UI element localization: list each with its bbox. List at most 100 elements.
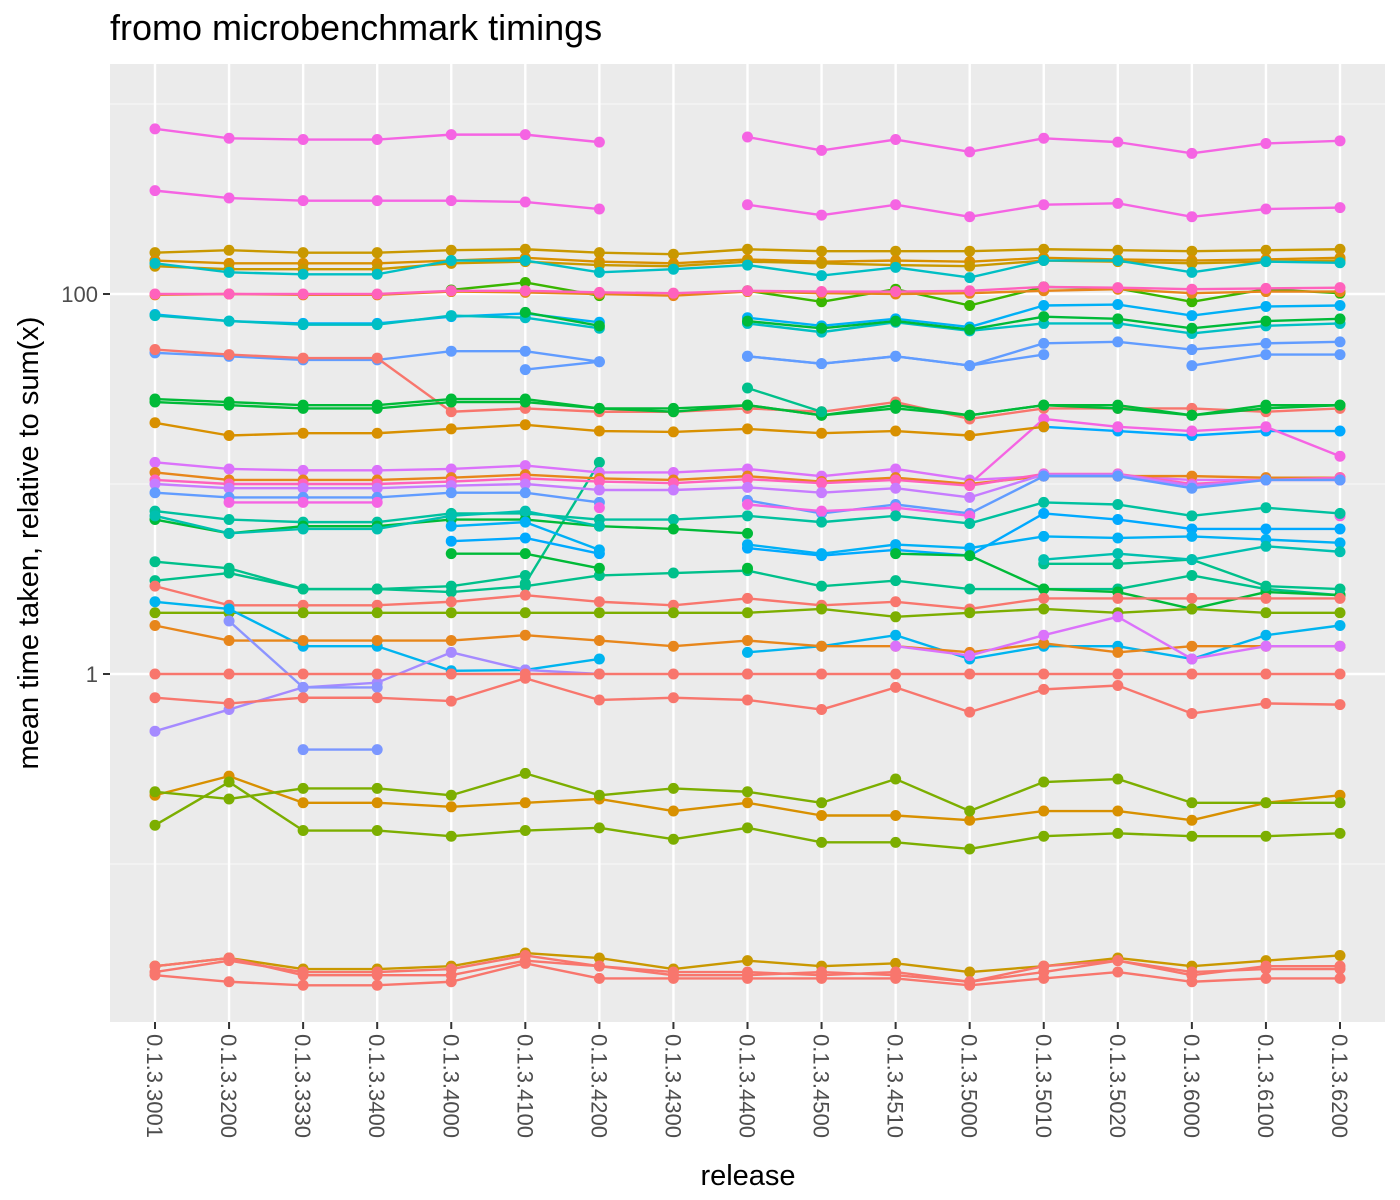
data-point (964, 706, 976, 718)
data-point (593, 266, 605, 278)
data-point (371, 268, 383, 280)
data-point (1334, 336, 1346, 348)
data-point (742, 399, 753, 411)
data-point (1186, 266, 1198, 278)
data-point (445, 244, 457, 256)
series-28 (149, 496, 1346, 529)
data-point (667, 287, 679, 299)
data-point (1038, 199, 1050, 211)
data-point (593, 653, 605, 665)
data-point (1186, 830, 1198, 842)
x-tick-label: 0.1.3.3200 (216, 1034, 241, 1138)
data-point (890, 629, 902, 641)
data-point (1038, 496, 1050, 508)
data-point (890, 575, 902, 587)
data-point (816, 487, 828, 499)
series-42 (223, 615, 383, 693)
data-point (1186, 425, 1198, 437)
data-point (890, 640, 902, 652)
data-point (297, 681, 309, 693)
data-point (890, 245, 902, 257)
data-point (742, 539, 753, 551)
data-point (519, 607, 531, 619)
data-point (593, 203, 605, 215)
data-point (816, 505, 828, 517)
data-point (371, 523, 383, 535)
series-line (154, 571, 526, 591)
data-point (1112, 470, 1124, 482)
data-point (1038, 470, 1050, 482)
data-point (223, 482, 235, 494)
data-point (149, 596, 161, 608)
data-point (1186, 322, 1198, 334)
data-point (1334, 972, 1346, 984)
data-point (1112, 514, 1124, 526)
data-point (1186, 409, 1198, 421)
data-point (1260, 607, 1272, 619)
data-point (667, 782, 679, 794)
data-point (816, 603, 828, 615)
series-line (525, 311, 600, 328)
data-point (1260, 502, 1272, 514)
x-tick-label: 0.1.3.4000 (438, 1034, 463, 1138)
data-point (890, 972, 902, 984)
data-point (445, 580, 457, 592)
data-point (1038, 972, 1050, 984)
data-point (742, 668, 753, 680)
data-point (890, 836, 902, 848)
data-point (519, 306, 531, 318)
data-point (1112, 679, 1124, 691)
data-point (964, 517, 976, 529)
data-point (1112, 966, 1124, 978)
data-point (1260, 337, 1272, 349)
data-point (445, 285, 457, 297)
data-point (890, 482, 902, 494)
data-point (593, 476, 605, 488)
data-point (1334, 349, 1346, 361)
data-point (1186, 296, 1198, 308)
data-point (816, 270, 828, 282)
data-point (1334, 243, 1346, 255)
data-point (1186, 344, 1198, 356)
series-21 (149, 417, 1050, 441)
data-point (371, 744, 383, 756)
x-tick-label: 0.1.3.4510 (883, 1034, 908, 1138)
data-point (297, 797, 309, 809)
data-point (297, 268, 309, 280)
data-point (445, 520, 457, 532)
data-point (1186, 707, 1198, 719)
data-point (742, 382, 753, 394)
data-point (1186, 211, 1198, 223)
data-point (1038, 830, 1050, 842)
data-point (964, 805, 976, 817)
data-point (593, 356, 605, 368)
data-point (1038, 243, 1050, 255)
data-point (149, 487, 161, 499)
data-point (816, 668, 828, 680)
data-point (890, 350, 902, 362)
data-point (1112, 548, 1124, 560)
data-point (593, 960, 605, 972)
data-point (816, 704, 828, 716)
data-point (297, 744, 309, 756)
data-point (1112, 646, 1124, 658)
data-point (667, 484, 679, 496)
data-point (1112, 611, 1124, 623)
x-tick-label: 0.1.3.3001 (142, 1034, 167, 1138)
data-point (371, 427, 383, 439)
data-point (371, 319, 383, 331)
data-point (1038, 960, 1050, 972)
data-point (1038, 683, 1050, 695)
data-point (371, 195, 383, 207)
data-point (445, 695, 457, 707)
data-point (1334, 282, 1346, 294)
x-tick-label: 0.1.3.3400 (364, 1034, 389, 1138)
chart-title: fromo microbenchmark timings (110, 7, 602, 48)
data-point (297, 607, 309, 619)
data-point (1186, 283, 1198, 295)
data-point (1112, 313, 1124, 325)
data-point (964, 360, 976, 372)
data-point (445, 668, 457, 680)
data-point (297, 134, 309, 146)
data-point (1334, 425, 1346, 437)
